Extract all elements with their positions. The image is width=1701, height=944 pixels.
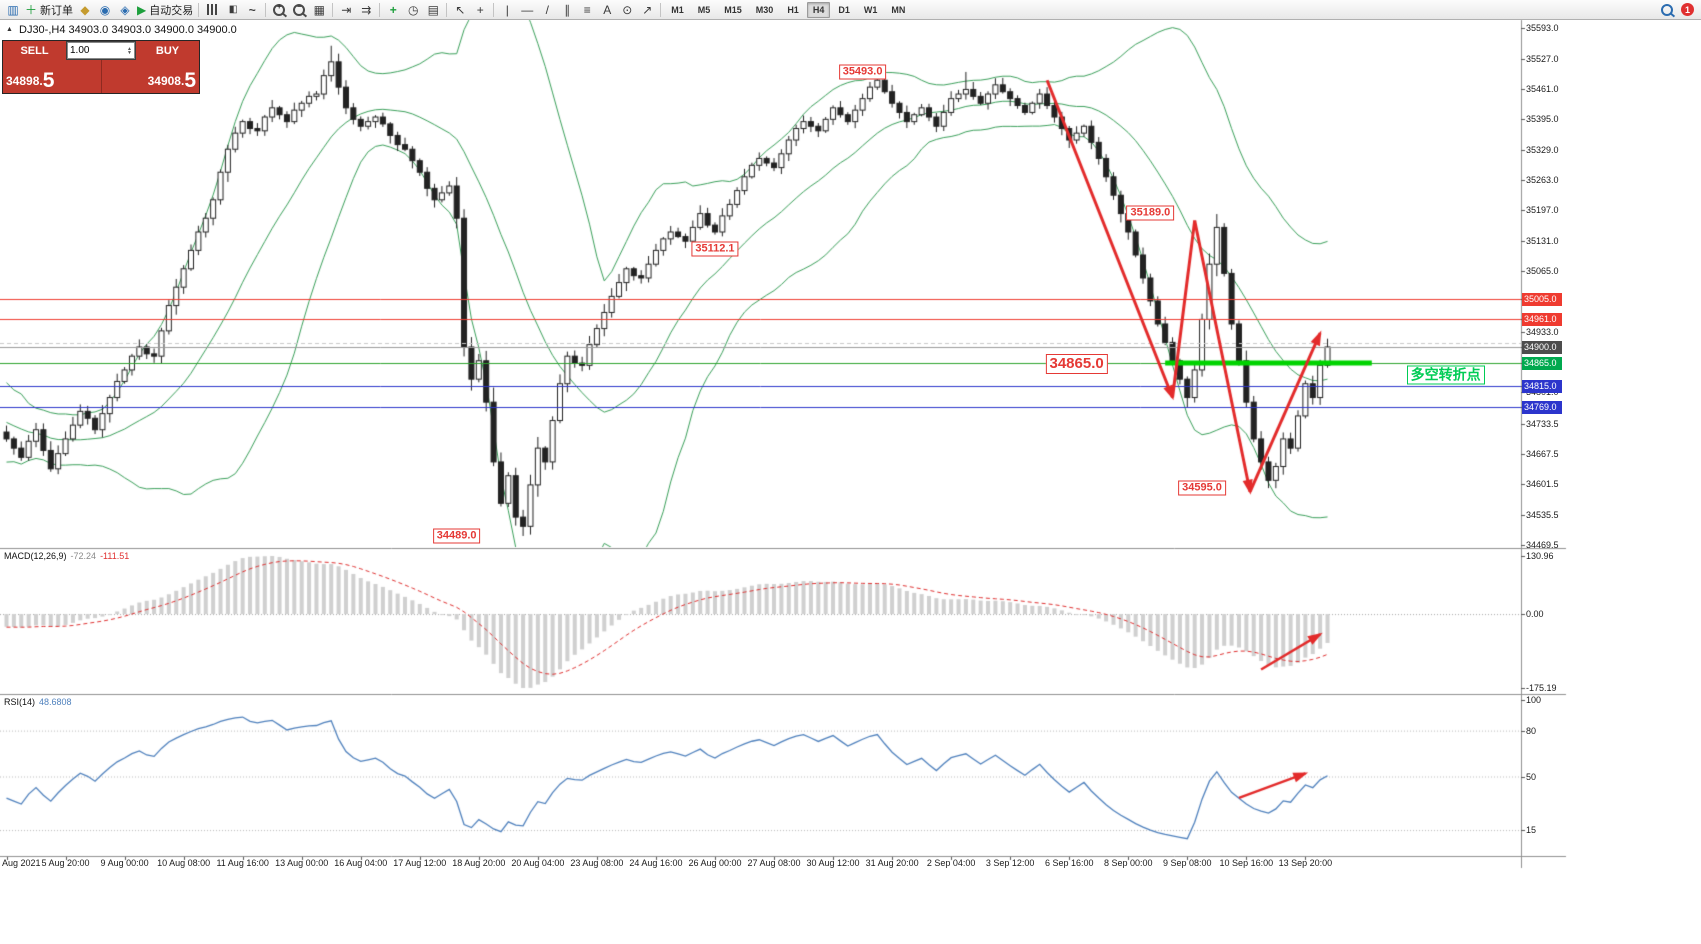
new-chart-icon[interactable]: ▥ xyxy=(7,2,19,17)
sell-price-main: 34898. xyxy=(6,74,43,88)
autotrade-play-icon: ▶ xyxy=(137,2,147,17)
one-click-trading-widget: SELL 1.00 ▲ ▼ BUY 34898. 5 34908. 5 xyxy=(2,40,200,94)
chart-ohlc-values: 34903.0 34903.0 34900.0 34900.0 xyxy=(68,24,237,36)
search-icon[interactable] xyxy=(1657,1,1677,19)
chart-symbol-period: DJ30-,H4 xyxy=(19,24,66,36)
sell-price[interactable]: 34898. 5 xyxy=(3,60,101,93)
bar-chart-icon[interactable] xyxy=(202,1,222,19)
macd-main-value: -72.24 xyxy=(70,551,97,561)
arrows-tool-icon[interactable]: ↗ xyxy=(642,2,653,17)
toolbar-separator xyxy=(332,2,334,17)
sell-price-big: 5 xyxy=(42,69,55,92)
metaeditor-icon[interactable]: ◆ xyxy=(80,2,90,17)
indicators-icon[interactable]: + xyxy=(389,2,397,17)
sell-button[interactable]: SELL xyxy=(3,41,66,60)
new-order-icon: ＋ xyxy=(25,3,38,17)
horizontal-line-icon[interactable]: — xyxy=(521,2,534,17)
rsi-indicator-label: RSI(14) 48.6808 xyxy=(4,697,72,707)
new-order-button[interactable]: ＋ 新订单 xyxy=(25,3,74,17)
line-chart-icon[interactable]: ~ xyxy=(248,2,256,17)
chart-shift-icon[interactable]: ⇉ xyxy=(361,2,372,17)
templates-icon[interactable]: ▤ xyxy=(427,2,439,17)
timeframe-w1[interactable]: W1 xyxy=(863,4,878,15)
timeframe-m5[interactable]: M5 xyxy=(697,4,711,15)
toolbar-separator xyxy=(446,2,448,17)
chart-title: ▲ DJ30-,H4 34903.0 34903.0 34900.0 34900… xyxy=(6,24,237,36)
timeframe-m30[interactable]: M30 xyxy=(755,4,774,15)
buy-price[interactable]: 34908. 5 xyxy=(100,60,199,93)
macd-name: MACD(12,26,9) xyxy=(4,551,67,561)
zoom-out-icon[interactable]: − xyxy=(289,1,309,19)
toolbar-separator xyxy=(660,2,662,17)
timeframe-toolbar: M1 M5 M15 M30 H1 H4 D1 W1 MN xyxy=(664,1,912,18)
toolbar-separator xyxy=(198,2,200,17)
notification-badge[interactable]: 1 xyxy=(1681,3,1694,16)
timeframe-m15[interactable]: M15 xyxy=(724,4,742,15)
toolbar-separator xyxy=(265,2,267,17)
zoom-in-icon[interactable]: + xyxy=(269,1,289,19)
candlestick-chart-icon[interactable]: ▮▯ xyxy=(228,4,238,15)
volume-value: 1.00 xyxy=(70,45,90,56)
vertical-line-icon[interactable]: | xyxy=(505,2,509,17)
timeframe-d1[interactable]: D1 xyxy=(838,4,850,15)
timeframe-m1[interactable]: M1 xyxy=(671,4,684,15)
text-tool-icon[interactable]: A xyxy=(603,2,612,17)
volume-field[interactable]: 1.00 ▲ ▼ xyxy=(67,42,135,59)
main-toolbar: ▥ ＋ 新订单 ◆ ◉ ◈ ▶ 自动交易 ▮▯ ~ + − ▦ ⇥ ⇉ + ◷ … xyxy=(0,0,1701,20)
tile-windows-icon[interactable]: ▦ xyxy=(313,2,325,17)
trendline-icon[interactable]: / xyxy=(545,2,549,17)
navigator-icon[interactable]: ◈ xyxy=(120,2,130,17)
fibonacci-icon[interactable]: ≡ xyxy=(583,2,591,17)
toolbar-separator xyxy=(493,2,495,17)
buy-price-big: 5 xyxy=(184,69,196,92)
volume-stepper[interactable]: ▲ ▼ xyxy=(127,45,132,56)
buy-button[interactable]: BUY xyxy=(136,41,199,60)
rsi-value: 48.6808 xyxy=(39,697,72,707)
auto-scroll-icon[interactable]: ⇥ xyxy=(341,2,352,17)
one-click-collapse-icon[interactable]: ▲ xyxy=(6,26,13,33)
timeframe-mn[interactable]: MN xyxy=(891,4,906,15)
channel-icon[interactable]: ∥ xyxy=(564,2,571,17)
crosshair-icon[interactable]: + xyxy=(476,2,484,17)
toolbar-separator xyxy=(379,2,381,17)
timeframe-h4[interactable]: H4 xyxy=(806,1,831,18)
periods-icon[interactable]: ◷ xyxy=(408,2,419,17)
rsi-name: RSI(14) xyxy=(4,697,36,707)
autotrade-button[interactable]: ▶ 自动交易 xyxy=(137,2,194,17)
cursor-icon[interactable]: ↖ xyxy=(455,2,466,17)
market-watch-icon[interactable]: ◉ xyxy=(99,2,111,17)
macd-signal-value: -111.51 xyxy=(100,551,130,561)
timeframe-h1[interactable]: H1 xyxy=(787,4,799,15)
label-tool-icon[interactable]: ⊙ xyxy=(622,2,633,17)
macd-indicator-label: MACD(12,26,9) -72.24 -111.51 xyxy=(4,551,129,561)
buy-price-main: 34908. xyxy=(147,74,185,88)
